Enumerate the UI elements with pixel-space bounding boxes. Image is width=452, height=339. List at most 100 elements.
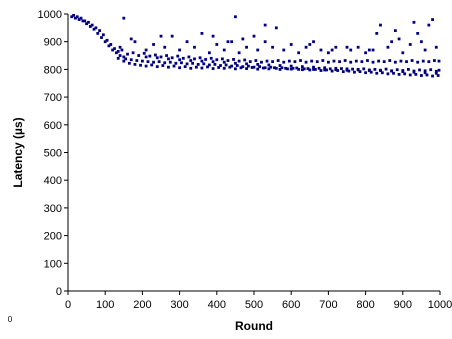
data-point	[141, 59, 144, 63]
data-point	[332, 59, 336, 63]
data-point	[397, 72, 401, 76]
data-point	[341, 70, 345, 74]
y-tick-label: 0	[56, 286, 62, 298]
data-point	[155, 56, 159, 60]
data-point	[379, 69, 382, 72]
data-point	[126, 52, 129, 56]
data-point	[113, 47, 116, 51]
data-point	[284, 66, 288, 70]
data-point	[193, 57, 196, 61]
y-tick-label: 800	[44, 64, 62, 76]
data-point	[219, 64, 222, 67]
data-point	[371, 60, 375, 64]
data-point	[183, 65, 187, 69]
data-point	[207, 63, 211, 67]
data-point	[327, 51, 330, 55]
data-point	[92, 27, 96, 31]
data-point	[202, 62, 206, 66]
data-point	[181, 56, 185, 60]
data-point	[127, 61, 131, 65]
data-point	[353, 70, 356, 74]
data-point	[356, 68, 360, 71]
data-point	[300, 65, 304, 69]
data-point	[269, 65, 273, 69]
data-point	[232, 58, 235, 61]
data-point	[239, 66, 243, 70]
data-point	[207, 51, 211, 55]
data-point	[74, 16, 77, 20]
data-point	[109, 43, 113, 46]
data-point	[241, 65, 245, 69]
data-point	[107, 44, 111, 48]
data-point	[312, 65, 315, 69]
data-point	[234, 15, 237, 19]
data-point	[196, 63, 200, 66]
data-point	[168, 60, 172, 64]
data-point	[431, 74, 434, 78]
x-axis-title: Round	[235, 319, 273, 333]
y-axis-ticks: 0 100 200 300 400 500 600 700 800 900 1000	[38, 9, 68, 298]
data-point	[364, 71, 367, 75]
data-point	[252, 34, 256, 38]
data-point	[393, 29, 397, 33]
data-point	[393, 60, 397, 64]
data-point	[437, 59, 441, 63]
data-point	[340, 67, 343, 70]
data-point	[111, 48, 115, 52]
data-point	[254, 59, 258, 62]
data-point	[386, 45, 390, 49]
data-point	[310, 59, 314, 63]
data-point	[418, 68, 421, 72]
data-point	[423, 48, 427, 52]
data-point	[334, 45, 338, 49]
data-point	[98, 29, 102, 33]
data-point	[124, 57, 128, 61]
data-point	[312, 40, 315, 44]
y-tick-label: 600	[44, 120, 62, 132]
data-point	[81, 19, 85, 23]
data-point	[154, 53, 157, 57]
data-point	[167, 57, 170, 61]
data-point	[433, 59, 436, 62]
data-point	[224, 63, 228, 67]
data-point	[325, 68, 328, 72]
data-point	[375, 71, 379, 75]
data-point	[258, 65, 261, 69]
data-point	[343, 59, 347, 62]
data-point	[287, 59, 291, 63]
data-point	[423, 71, 427, 75]
data-point	[366, 59, 369, 62]
y-tick-label: 900	[44, 37, 62, 49]
data-point	[90, 23, 94, 27]
data-point	[328, 67, 332, 71]
data-point	[392, 71, 395, 75]
data-point	[369, 70, 373, 74]
data-point	[427, 60, 431, 64]
data-point	[120, 48, 124, 52]
y-tick-label: 500	[44, 148, 62, 160]
data-point	[379, 23, 382, 27]
data-point	[295, 66, 299, 70]
data-point	[211, 67, 215, 70]
data-point	[116, 56, 120, 60]
data-point	[230, 40, 234, 44]
data-point	[334, 66, 338, 70]
data-point	[401, 70, 405, 74]
data-point	[261, 66, 265, 70]
data-point	[193, 45, 196, 49]
data-point	[289, 67, 293, 71]
y-tick-label: 400	[44, 175, 62, 187]
data-point	[83, 19, 87, 23]
data-point	[434, 45, 438, 49]
data-point	[397, 37, 401, 41]
data-point	[330, 48, 334, 52]
data-point	[345, 67, 349, 71]
data-point	[142, 51, 146, 55]
data-point	[434, 69, 438, 73]
data-point	[377, 59, 381, 63]
y-tick-label: 200	[44, 231, 62, 243]
x-tick-label: 200	[133, 299, 151, 311]
data-point	[278, 64, 282, 67]
data-point	[118, 54, 122, 57]
data-point	[174, 61, 178, 65]
